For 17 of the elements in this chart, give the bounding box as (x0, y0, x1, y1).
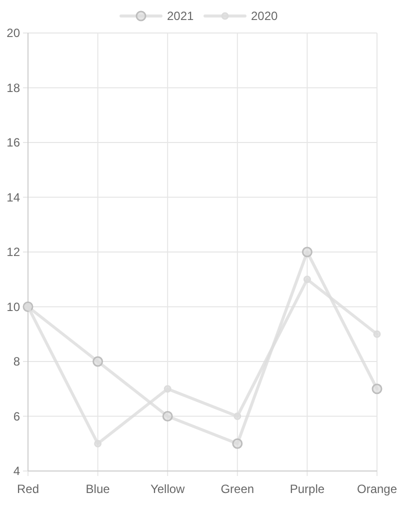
y-tick-label: 16 (6, 136, 20, 150)
y-tick-label: 10 (6, 300, 20, 314)
y-tick-label: 20 (6, 26, 20, 40)
y-tick-label: 12 (6, 245, 20, 260)
x-tick-label: Blue (86, 482, 110, 496)
y-tick-label: 8 (13, 354, 20, 369)
x-tick-label: Yellow (150, 482, 186, 496)
x-tick-label: Green (220, 482, 254, 496)
y-tick-label: 4 (13, 464, 20, 478)
y-tick-label: 14 (6, 190, 20, 204)
y-tick-label: 6 (13, 409, 20, 424)
y-tick-label: 18 (6, 80, 20, 95)
x-tick-label: Orange (356, 482, 398, 496)
legend-label: 2020 (251, 9, 278, 24)
x-tick-label: Purple (290, 482, 325, 496)
x-tick-label: Red (16, 482, 40, 496)
legend-label: 2021 (167, 9, 194, 24)
